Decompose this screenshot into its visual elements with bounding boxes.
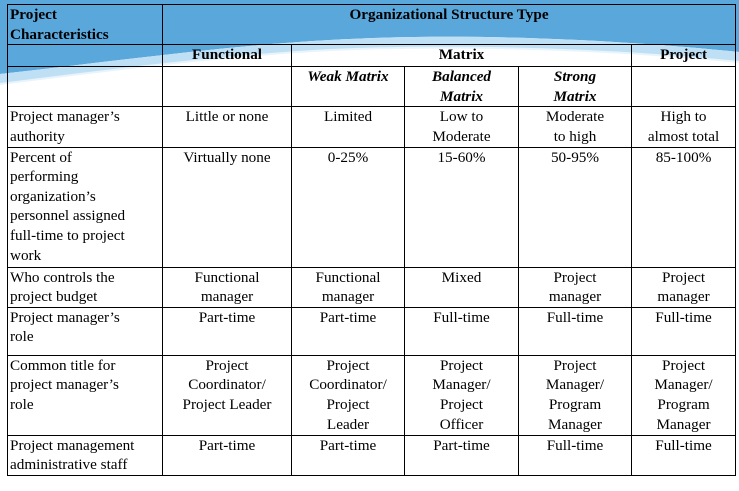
cell-manager-role-functional: Part-time	[162, 306, 292, 356]
row-label-manager-role: Project manager’s role	[7, 306, 163, 356]
row-label-authority: Project manager’s authority	[7, 106, 163, 148]
blank-cell	[162, 66, 292, 108]
cell-common-title-balanced-matrix: Project Manager/Project Officer	[404, 354, 519, 436]
cell-admin-staff-functional: Part-time	[162, 434, 292, 476]
subheader-strong-matrix: Strong Matrix	[518, 66, 632, 108]
row-label-personnel-assigned: Percent of performing organization’s person…	[7, 146, 163, 268]
cell-manager-role-weak-matrix: Part-time	[291, 306, 405, 356]
subheader-balanced-matrix: Balanced Matrix	[404, 66, 519, 108]
cell-manager-role-project: Full-time	[630, 306, 737, 356]
row-label-budget-control: Who controls the project budget	[7, 266, 163, 308]
blank-cell	[630, 66, 737, 108]
cell-common-title-weak-matrix: Project Coordinator/Project Leader	[291, 354, 405, 436]
corner-header-project-characteristics: Project Characteristics	[7, 3, 163, 46]
table-body: Project manager’s authority Little or none…	[7, 106, 737, 476]
cell-authority-project: High to almost total	[630, 106, 737, 148]
row-label-admin-staff: Project management administrative staff	[7, 434, 163, 476]
cell-admin-staff-weak-matrix: Part-time	[291, 434, 405, 476]
table-row: Project management administrative staff Pa…	[7, 434, 737, 476]
column-header-matrix: Matrix	[291, 44, 632, 68]
cell-personnel-assigned-functional: Virtually none	[162, 146, 292, 268]
cell-authority-balanced-matrix: Low to Moderate	[404, 106, 519, 148]
cell-budget-control-weak-matrix: Functional manager	[291, 266, 405, 308]
table-row: Who controls the project budget Functional…	[7, 266, 737, 308]
column-header-project: Project	[630, 44, 737, 68]
cell-personnel-assigned-weak-matrix: 0-25%	[291, 146, 405, 268]
cell-manager-role-balanced-matrix: Full-time	[404, 306, 519, 356]
cell-admin-staff-balanced-matrix: Part-time	[404, 434, 519, 476]
cell-common-title-functional: Project Coordinator/Project Leader	[162, 354, 292, 436]
blank-cell	[7, 44, 163, 68]
subheader-weak-matrix: Weak Matrix	[291, 66, 405, 108]
cell-manager-role-strong-matrix: Full-time	[518, 306, 632, 356]
cell-authority-functional: Little or none	[162, 106, 292, 148]
cell-admin-staff-project: Full-time	[630, 434, 737, 476]
cell-common-title-project: Project Manager/Program Manager	[630, 354, 737, 436]
page-edge	[40, 484, 460, 491]
organizational-structure-table: Project Characteristics Organizational S…	[7, 3, 737, 476]
cell-authority-weak-matrix: Limited	[291, 106, 405, 148]
table-row: Common title for project manager’s role Pro…	[7, 354, 737, 436]
cell-budget-control-balanced-matrix: Mixed	[404, 266, 519, 308]
cell-budget-control-strong-matrix: Project manager	[518, 266, 632, 308]
table-row: Project manager’s authority Little or none…	[7, 106, 737, 148]
cell-budget-control-project: Project manager	[630, 266, 737, 308]
cell-common-title-strong-matrix: Project Manager/Program Manager	[518, 354, 632, 436]
cell-authority-strong-matrix: Moderate to high	[518, 106, 632, 148]
cell-personnel-assigned-project: 85-100%	[630, 146, 737, 268]
blank-cell	[7, 66, 163, 108]
table-row: Percent of performing organization’s person…	[7, 146, 737, 268]
cell-personnel-assigned-balanced-matrix: 15-60%	[404, 146, 519, 268]
cell-budget-control-functional: Functional manager	[162, 266, 292, 308]
cell-personnel-assigned-strong-matrix: 50-95%	[518, 146, 632, 268]
column-header-functional: Functional	[162, 44, 292, 68]
organizational-structure-type-header: Organizational Structure Type	[161, 3, 737, 46]
row-label-common-title: Common title for project manager’s role	[7, 354, 163, 436]
table-row: Project manager’s role Part-time Part-time F…	[7, 306, 737, 356]
cell-admin-staff-strong-matrix: Full-time	[518, 434, 632, 476]
